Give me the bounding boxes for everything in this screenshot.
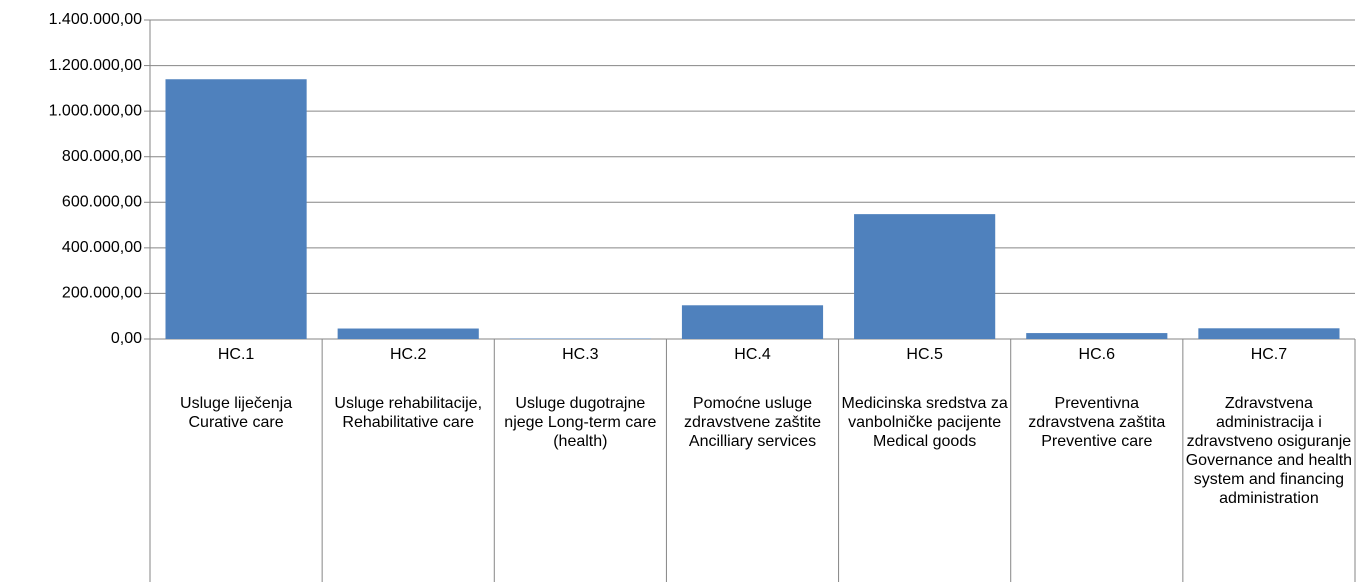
y-tick-label: 1.200.000,00	[49, 57, 143, 74]
category-description: Zdravstvena administracija i zdravstveno…	[1185, 395, 1353, 507]
y-tick-label: 200.000,00	[62, 285, 142, 302]
x-tick-label: HC.4	[734, 346, 771, 363]
category-description: Usluge dugotrajne njege Long-term care (…	[504, 395, 657, 450]
category-description: Usluge rehabilitacije, Rehabilitative ca…	[334, 395, 483, 431]
bar	[681, 305, 824, 339]
y-tick-label: 0,00	[111, 330, 142, 347]
bar	[1198, 328, 1340, 339]
x-tick-label: HC.2	[389, 346, 427, 363]
x-tick-label: HC.7	[1250, 346, 1288, 363]
x-tick-label: HC.5	[906, 346, 943, 363]
bar	[1026, 333, 1168, 339]
category-description: Usluge liječenja Curative care	[180, 395, 293, 431]
bar	[854, 214, 996, 339]
category-description: Medicinska sredstva za vanbolničke pacij…	[841, 395, 1008, 450]
y-tick-label: 1.000.000,00	[49, 102, 143, 119]
x-tick-label: HC.1	[217, 346, 255, 363]
category-description: Preventivna zdravstvena zaštita Preventi…	[1028, 395, 1166, 450]
y-tick-label: 800.000,00	[62, 148, 142, 165]
category-description: Pomoćne usluge zdravstvene zaštite Ancil…	[684, 395, 821, 450]
x-tick-label: HC.6	[1078, 346, 1115, 363]
x-tick-label: HC.3	[562, 346, 599, 363]
y-tick-label: 400.000,00	[62, 239, 142, 256]
bar	[165, 79, 307, 339]
bar	[337, 328, 479, 339]
y-tick-label: 1.400.000,00	[49, 11, 143, 28]
y-tick-label: 600.000,00	[62, 194, 142, 211]
